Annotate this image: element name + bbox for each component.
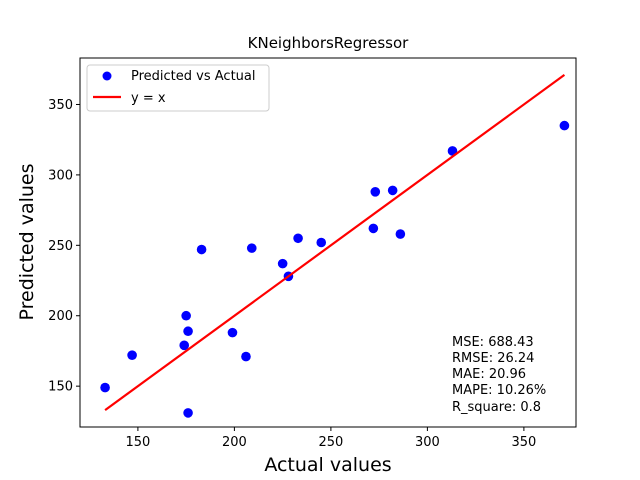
x-axis-ticks: 150 200 250 300 350 (125, 427, 536, 450)
scatter-point-3 (181, 310, 191, 321)
x-tick-label: 250 (318, 435, 343, 450)
metric-mae: MAE: 20.96 (452, 367, 526, 382)
metric-r-square: R_square: 0.8 (452, 400, 541, 415)
plot-area-frame (79, 57, 577, 428)
y-tick-label: 350 (48, 98, 73, 113)
scatter-point-7 (227, 327, 238, 338)
y-tick-label: 250 (48, 239, 73, 254)
scatter-point-8 (241, 351, 251, 362)
x-axis-label: Actual values (264, 454, 391, 476)
x-tick-label: 150 (125, 435, 150, 450)
scatter-point-10 (277, 258, 288, 269)
legend-label-line: y = x (131, 91, 166, 106)
scatter-point-12 (293, 233, 303, 244)
metrics-annotation: MSE: 688.43 RMSE: 26.24 MAE: 20.96 MAPE:… (452, 335, 546, 415)
scatter-point-19 (559, 120, 570, 131)
y-tick-label: 150 (48, 380, 73, 395)
legend: Predicted vs Actual y = x (86, 64, 270, 112)
metric-mse: MSE: 688.43 (452, 335, 534, 350)
scatter-point-5 (183, 408, 193, 418)
scatter-point-1 (127, 350, 137, 360)
legend-box (86, 64, 270, 112)
scatter-point-4 (183, 326, 193, 337)
scatter-point-6 (196, 244, 207, 255)
reference-line-y-equals-x (104, 74, 566, 411)
x-tick-label: 300 (415, 435, 440, 450)
y-axis-label: Predicted values (16, 163, 38, 320)
x-tick-label: 200 (222, 435, 247, 450)
scatter-point-9 (246, 243, 257, 253)
metric-mape: MAPE: 10.26% (452, 383, 546, 398)
y-axis-ticks: 150 200 250 300 350 (48, 98, 80, 395)
scatter-point-17 (395, 229, 406, 239)
y-tick-label: 300 (48, 168, 73, 183)
scatter-point-13 (316, 237, 327, 248)
y-tick-label: 200 (48, 309, 73, 324)
plot-layer (100, 74, 570, 418)
scatter-point-2 (179, 340, 190, 351)
scatter-point-18 (447, 146, 458, 156)
chart-title: KNeighborsRegressor (248, 34, 410, 52)
metric-rmse: RMSE: 26.24 (452, 351, 534, 366)
legend-label-scatter: Predicted vs Actual (131, 69, 255, 84)
scatter-point-0 (100, 382, 110, 393)
scatter-point-14 (368, 223, 379, 234)
scatter-point-16 (387, 185, 398, 196)
x-tick-label: 350 (511, 435, 536, 450)
scatter-point-15 (370, 186, 381, 197)
legend-scatter-marker (102, 71, 112, 81)
